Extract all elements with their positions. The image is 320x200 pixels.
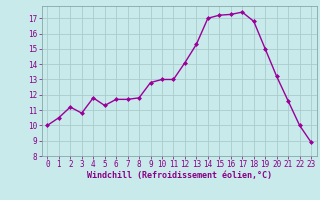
- X-axis label: Windchill (Refroidissement éolien,°C): Windchill (Refroidissement éolien,°C): [87, 171, 272, 180]
